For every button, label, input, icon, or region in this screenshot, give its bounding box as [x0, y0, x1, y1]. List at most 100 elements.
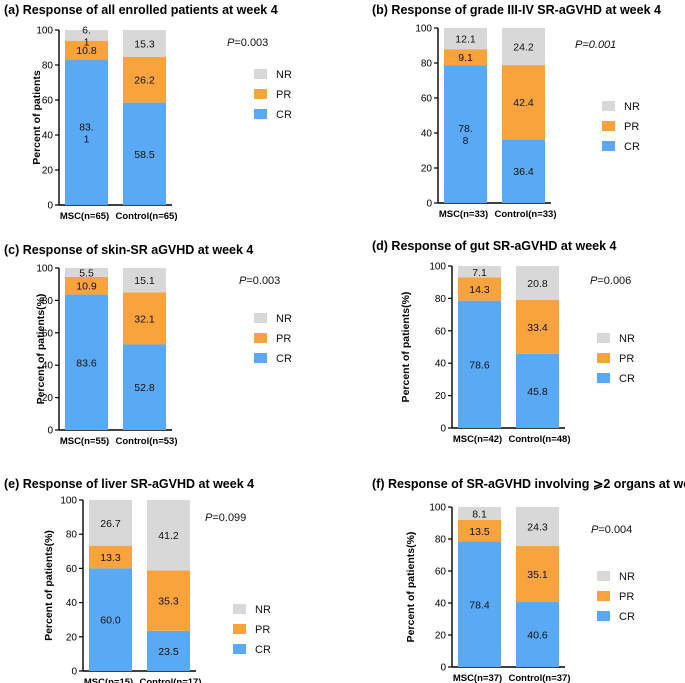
x-tick-label: Control(n=53): [115, 436, 177, 447]
data-label-pr: 26.2: [134, 75, 155, 87]
data-label-cr: 78.4: [469, 599, 490, 611]
y-axis-label: Percent of patients(%): [35, 294, 47, 405]
data-label-pr: 33.4: [527, 322, 548, 334]
legend-swatch-nr: [233, 604, 246, 614]
chart-title: (f) Response of SR-aGVHD involving ⩾2 or…: [372, 477, 685, 491]
bar-segment-pr: [458, 519, 501, 542]
bar-segment-cr: [65, 294, 108, 430]
bar-segment-nr: [65, 268, 108, 277]
x-tick-label: MSC(n=33): [439, 209, 488, 220]
x-tick-label: Control(n=33): [494, 209, 556, 220]
data-label-nr: 5.5: [79, 267, 94, 279]
chart-panel-c: (c) Response of skin-SR aGVHD at week 4 P…: [4, 243, 292, 447]
y-tick-label: 80: [435, 535, 447, 546]
y-tick-label: 0: [426, 199, 432, 210]
chart-title: (d) Response of gut SR-aGVHD at week 4: [372, 239, 617, 253]
data-label-cr: 83. 1: [79, 121, 94, 145]
data-label-cr: 40.6: [527, 630, 548, 642]
y-tick-label: 80: [421, 59, 433, 70]
data-label-pr: 42.4: [513, 97, 534, 109]
data-label-pr: 32.1: [134, 313, 155, 325]
bar-segment-pr: [89, 545, 132, 569]
data-label-cr: 45.8: [527, 386, 548, 398]
y-axis-label: Percent of patients: [31, 70, 43, 165]
bar-segment-pr: [502, 65, 545, 140]
legend-swatch-cr: [597, 611, 610, 621]
data-label-nr: 20.8: [527, 278, 548, 290]
y-tick-label: 40: [435, 359, 447, 370]
data-label-nr: 41.2: [158, 530, 179, 542]
chart-panel-f: (f) Response of SR-aGVHD involving ⩾2 or…: [372, 477, 685, 683]
bar-segment-cr: [458, 541, 501, 667]
bar-segment-pr: [123, 292, 166, 345]
x-tick-label: MSC(n=37): [453, 673, 502, 683]
bar-segment-nr: [458, 507, 501, 520]
y-axis-label: Percent of patients(%): [43, 530, 55, 641]
legend-swatch-cr: [597, 373, 610, 383]
bar-segment-nr: [89, 500, 132, 546]
legend-label-cr: CR: [276, 353, 292, 365]
chart-title: (e) Response of liver SR-aGVHD at week 4: [4, 477, 254, 491]
x-tick-label: Control(n=37): [508, 673, 570, 683]
bar-segment-pr: [444, 49, 487, 66]
legend-label-nr: NR: [619, 571, 635, 583]
x-tick-label: MSC(n=42): [453, 434, 502, 445]
legend-swatch-pr: [254, 333, 267, 343]
y-tick-label: 40: [435, 599, 447, 610]
legend-swatch-nr: [254, 313, 267, 323]
data-label-pr: 13.5: [469, 526, 490, 538]
bar-segment-nr: [502, 28, 545, 66]
y-tick-label: 0: [47, 426, 53, 437]
y-axis-label: Percent of patients(%): [400, 292, 412, 403]
legend-swatch-cr: [254, 353, 267, 363]
bar-segment-pr: [516, 545, 559, 603]
bar-segment-pr: [65, 40, 108, 60]
data-label-pr: 14.3: [469, 284, 490, 296]
bar-segment-cr: [123, 344, 166, 430]
p-value: P=0.003: [239, 275, 280, 287]
bar-segment-cr: [516, 602, 559, 667]
bar-segment-nr: [516, 266, 559, 300]
data-label-cr: 23.5: [158, 646, 179, 658]
data-label-nr: 15.3: [134, 38, 155, 50]
data-label-pr: 13.3: [100, 552, 121, 564]
legend-swatch-pr: [597, 591, 610, 601]
data-label-cr: 78. 8: [458, 123, 473, 147]
bar-segment-nr: [444, 28, 487, 50]
y-tick-label: 20: [66, 632, 78, 643]
data-label-nr: 24.3: [527, 521, 548, 533]
y-tick-label: 60: [435, 567, 447, 578]
data-label-nr: 24.2: [513, 42, 534, 54]
y-tick-label: 80: [66, 530, 78, 541]
y-tick-label: 0: [440, 424, 446, 435]
chart-title: (c) Response of skin-SR aGVHD at week 4: [4, 243, 253, 257]
legend-label-pr: PR: [619, 353, 634, 365]
legend-swatch-nr: [602, 101, 615, 111]
y-tick-label: 60: [42, 96, 54, 107]
y-tick-label: 100: [36, 26, 53, 37]
x-tick-label: Control(n=48): [508, 434, 570, 445]
bar-segment-cr: [458, 300, 501, 428]
p-value: P=0.001: [575, 39, 616, 51]
y-tick-label: 100: [429, 262, 446, 273]
chart-panel-b: (b) Response of grade III-IV SR-aGVHD at…: [372, 3, 661, 220]
chart-panel-d: (d) Response of gut SR-aGVHD at week 4 Pe…: [372, 239, 635, 445]
bar-segment-nr: [458, 266, 501, 278]
bar-segment-cr: [516, 353, 559, 428]
y-tick-label: 20: [435, 391, 447, 402]
y-tick-label: 20: [42, 393, 54, 404]
legend-label-cr: CR: [624, 141, 640, 153]
legend-swatch-nr: [254, 69, 267, 79]
legend-label-pr: PR: [276, 89, 291, 101]
y-tick-label: 40: [42, 131, 54, 142]
y-tick-label: 0: [440, 663, 446, 674]
data-label-pr: 9.1: [458, 52, 473, 64]
bar-segment-pr: [123, 56, 166, 103]
data-label-nr: 15.1: [134, 275, 155, 287]
legend-label-pr: PR: [255, 624, 270, 636]
y-tick-label: 80: [42, 61, 54, 72]
legend-label-nr: NR: [276, 313, 292, 325]
data-label-cr: 36.4: [513, 166, 534, 178]
y-tick-label: 40: [42, 361, 54, 372]
y-tick-label: 20: [435, 631, 447, 642]
